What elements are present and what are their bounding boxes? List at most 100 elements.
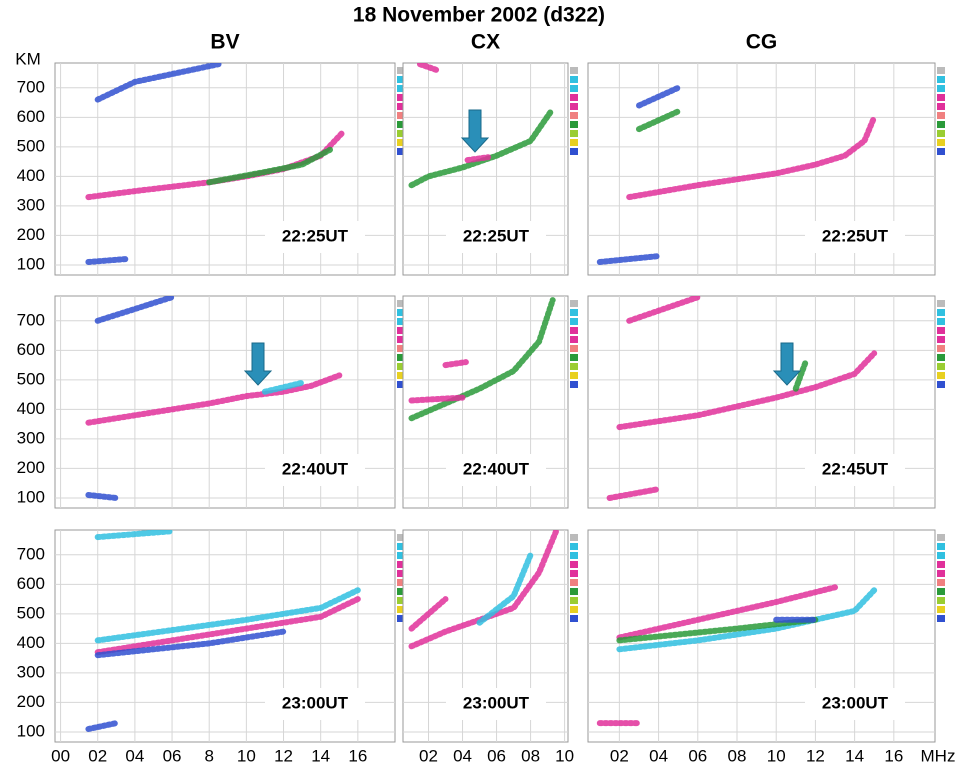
echo-trace: [94, 596, 361, 656]
plot-area: [85, 530, 361, 732]
echo-trace: [94, 587, 361, 644]
legend-swatch: [570, 76, 578, 83]
plot-area: [408, 297, 556, 422]
legend-swatch: [397, 309, 405, 316]
legend-swatch: [937, 552, 945, 559]
arrow: [460, 109, 490, 153]
x-tick-label: 12: [274, 746, 293, 765]
legend-swatch: [397, 139, 405, 146]
legend-swatch: [397, 615, 405, 622]
x-tick-label: 04: [125, 746, 144, 765]
legend-swatch: [937, 121, 945, 128]
y-tick-label: 300: [17, 428, 45, 447]
plot-area: [408, 530, 560, 650]
echo-trace: [408, 108, 554, 189]
plot-area: [606, 296, 878, 501]
legend-swatch: [397, 67, 405, 74]
y-tick-label: 600: [17, 340, 45, 359]
x-tick-label: 8: [204, 746, 213, 765]
legend-swatch: [570, 561, 578, 568]
plot-area: [596, 584, 878, 727]
x-tick-label: 06: [688, 746, 707, 765]
x-tick-label: 02: [610, 746, 629, 765]
legend-swatch: [937, 597, 945, 604]
legend-swatch: [570, 130, 578, 137]
echo-trace: [206, 146, 333, 186]
legend-swatch: [937, 606, 945, 613]
time-annotation: 22:40UT: [282, 459, 349, 478]
legend-swatch: [570, 606, 578, 613]
arrow: [772, 342, 802, 386]
legend-swatch: [570, 309, 578, 316]
legend-swatch: [397, 354, 405, 361]
legend-swatch: [570, 85, 578, 92]
legend-swatch: [570, 67, 578, 74]
annotation-box: [265, 454, 365, 486]
annotation-box: [805, 454, 905, 486]
column-title: CX: [471, 31, 500, 54]
echo-trace: [636, 84, 682, 109]
legend-swatch: [570, 381, 578, 388]
x-tick-label: 16: [884, 746, 903, 765]
legend-swatch: [937, 327, 945, 334]
echo-trace: [85, 372, 343, 426]
legend-swatch: [937, 318, 945, 325]
legend-swatch: [937, 363, 945, 370]
x-tick-label: 04: [649, 746, 668, 765]
echo-trace: [616, 350, 878, 431]
legend-swatch: [937, 561, 945, 568]
legend-swatch: [397, 543, 405, 550]
echo-trace: [442, 359, 469, 369]
legend-swatch: [937, 336, 945, 343]
legend-swatch: [397, 121, 405, 128]
legend-swatch: [397, 336, 405, 343]
echo-trace: [606, 486, 662, 501]
y-tick-label: 200: [17, 692, 45, 711]
plot-area: [596, 84, 878, 265]
legend-swatch: [570, 372, 578, 379]
legend-swatch: [937, 354, 945, 361]
legend-swatch: [570, 570, 578, 577]
legend-swatch: [937, 139, 945, 146]
legend-swatch: [397, 552, 405, 559]
legend-swatch: [397, 148, 405, 155]
legend-swatch: [570, 579, 578, 586]
legend-swatch: [570, 363, 578, 370]
legend-swatch: [570, 148, 578, 155]
legend-swatch: [397, 327, 405, 334]
legend-swatch: [397, 534, 405, 541]
echo-trace: [616, 584, 838, 641]
x-tick-label: 02: [88, 746, 107, 765]
y-tick-label: 500: [17, 136, 45, 155]
legend-swatch: [570, 327, 578, 334]
time-annotation: 23:00UT: [282, 693, 349, 712]
y-tick-label: 500: [17, 603, 45, 622]
legend-swatch: [937, 543, 945, 550]
y-tick-label: 400: [17, 633, 45, 652]
legend-swatch: [570, 354, 578, 361]
legend-swatch: [570, 597, 578, 604]
legend-swatch: [570, 112, 578, 119]
y-tick-label: 500: [17, 369, 45, 388]
plot-area: [408, 63, 554, 189]
annotation-box: [805, 688, 905, 720]
y-tick-label: 200: [17, 458, 45, 477]
legend-swatch: [397, 561, 405, 568]
x-tick-label: 06: [487, 746, 506, 765]
y-tick-label: 600: [17, 574, 45, 593]
legend-swatch: [570, 534, 578, 541]
legend-swatch: [937, 94, 945, 101]
echo-trace: [464, 154, 492, 164]
arrow: [243, 342, 273, 386]
legend-swatch: [937, 588, 945, 595]
legend-swatch: [570, 336, 578, 343]
legend-swatch: [397, 381, 405, 388]
y-tick-label: 600: [17, 107, 45, 126]
annotation-box: [265, 221, 365, 253]
echo-trace: [476, 551, 534, 626]
legend-swatch: [397, 570, 405, 577]
annotation-box: [446, 688, 546, 720]
legend-swatch: [570, 121, 578, 128]
time-annotation: 22:40UT: [463, 459, 530, 478]
